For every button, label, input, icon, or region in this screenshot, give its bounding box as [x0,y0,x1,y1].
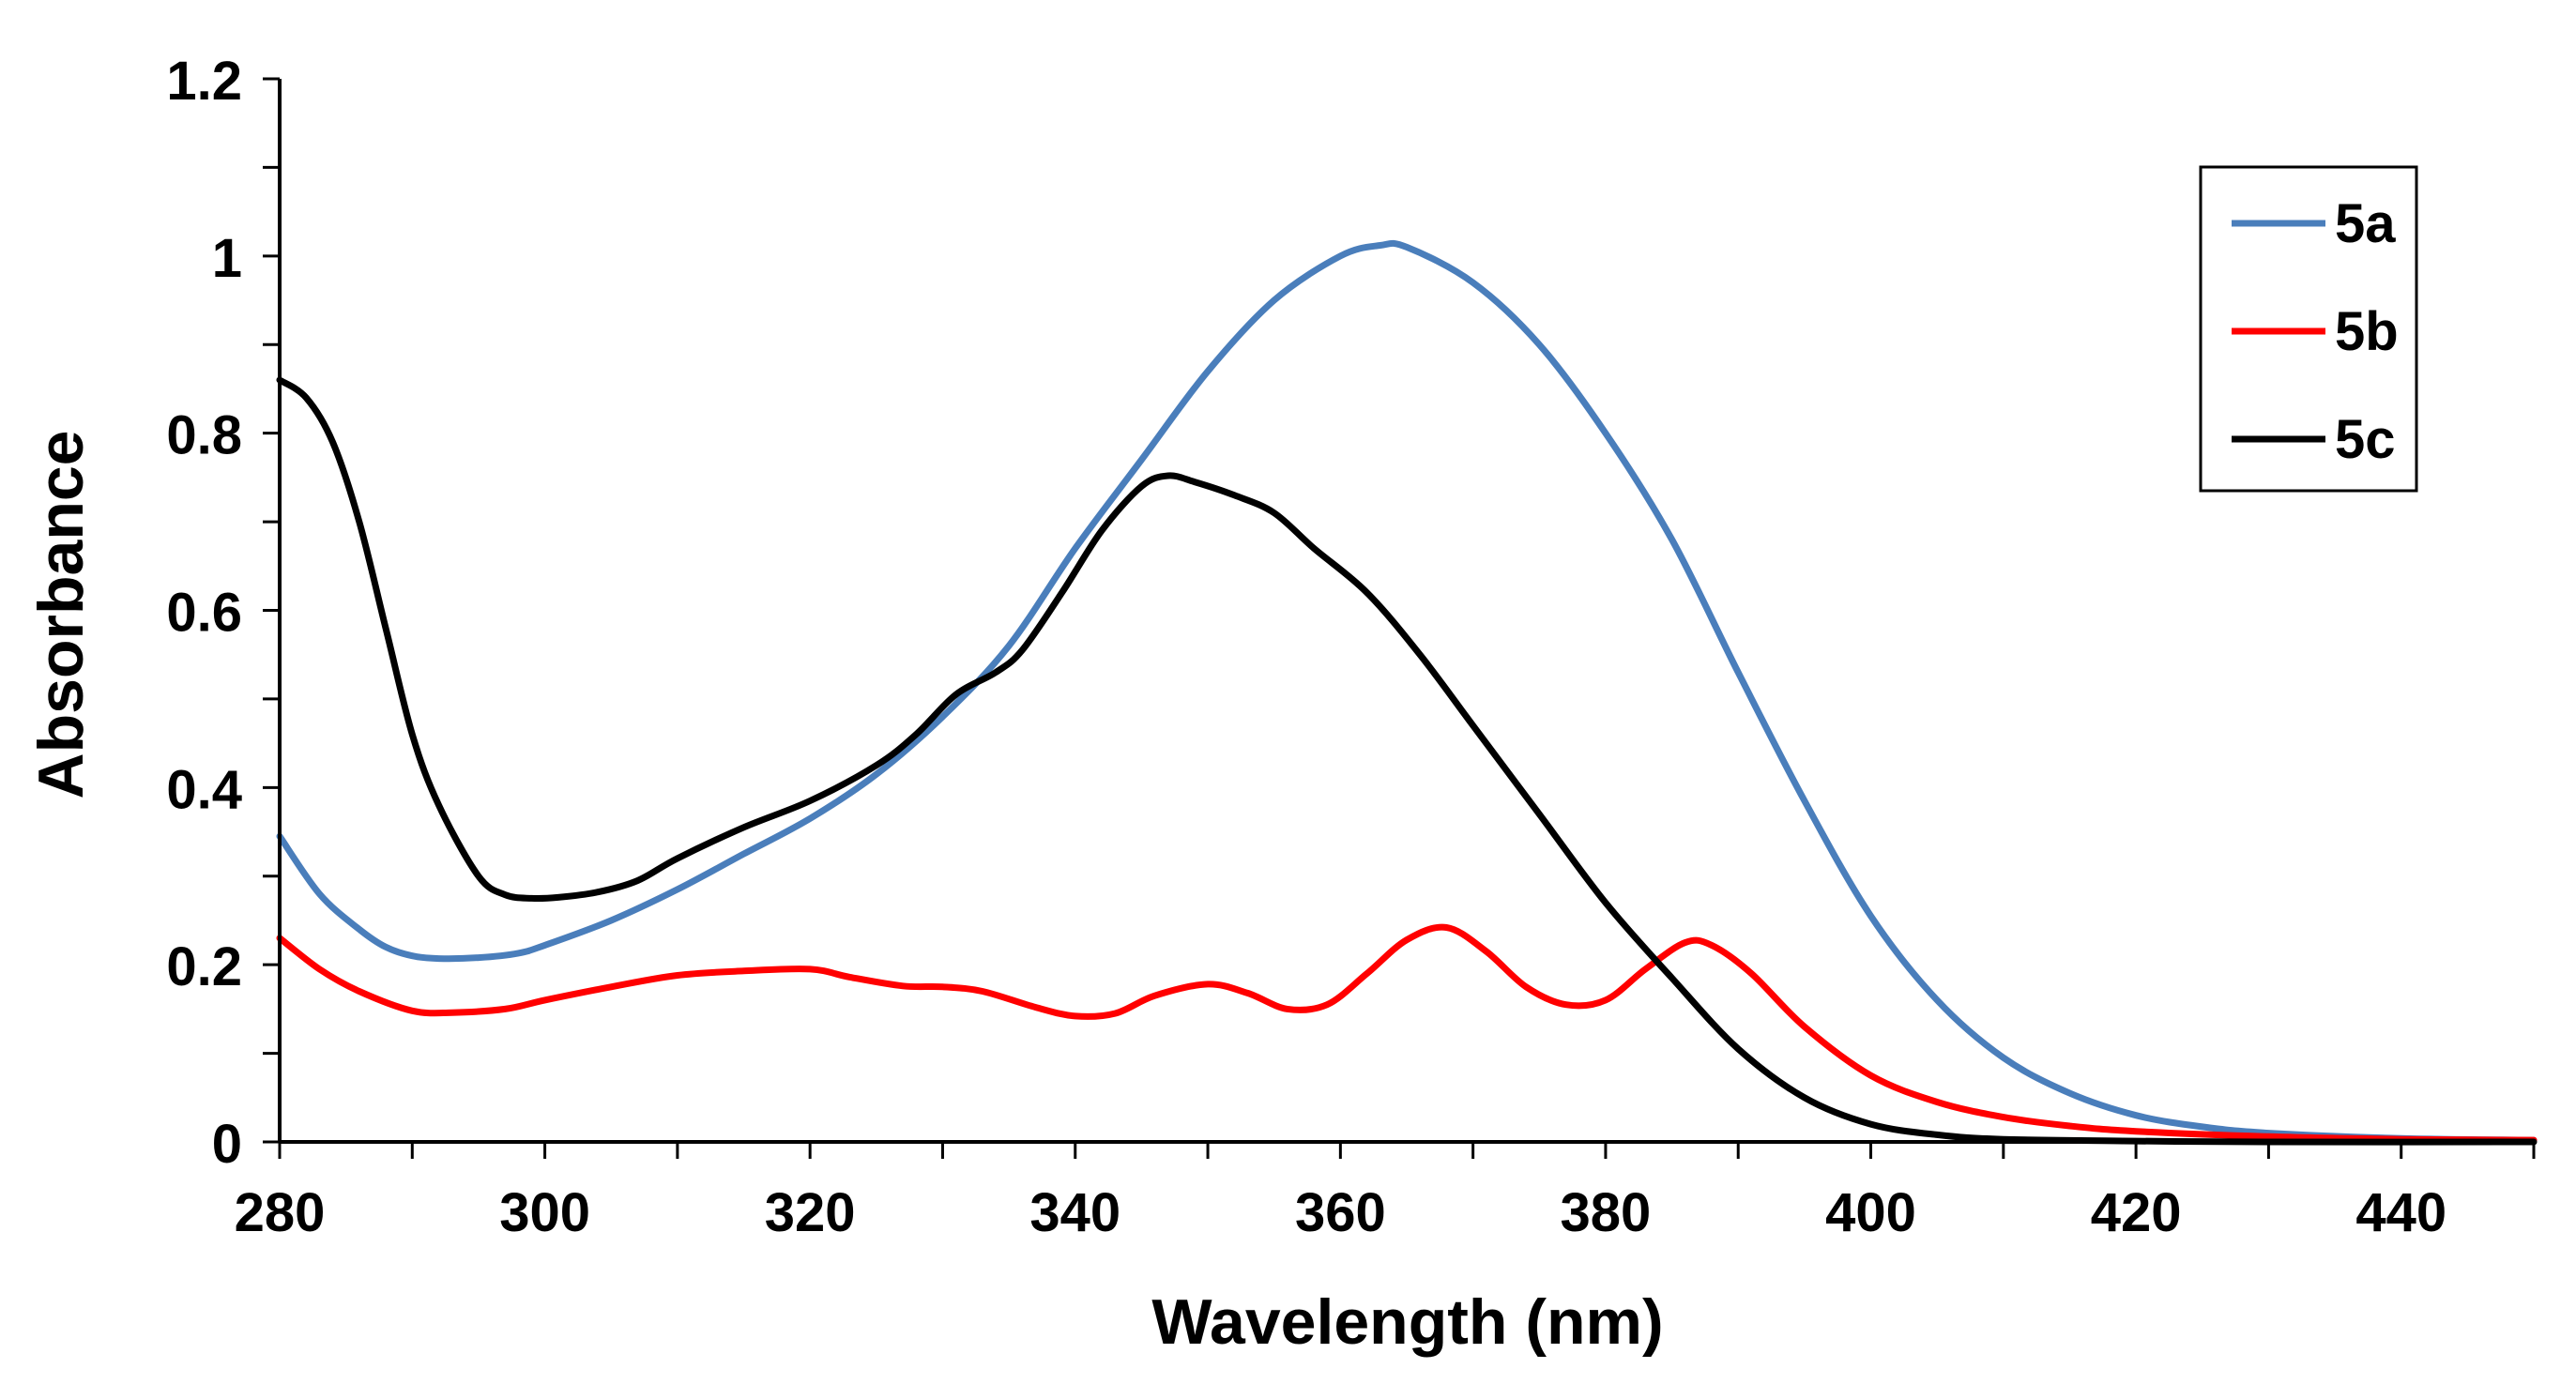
x-tick-label: 380 [1561,1182,1652,1243]
x-tick-label: 360 [1295,1182,1386,1243]
y-tick-label: 0.4 [166,759,242,820]
x-axis-title: Wavelength (nm) [1151,1286,1663,1358]
y-tick-label: 1 [212,228,242,289]
chart-background [0,0,2576,1399]
legend-label-5b: 5b [2335,301,2399,362]
y-tick-label: 1.2 [166,51,242,112]
y-tick-label: 0.8 [166,405,242,466]
x-tick-label: 320 [765,1182,856,1243]
x-tick-label: 340 [1029,1182,1120,1243]
legend-label-5a: 5a [2335,193,2396,254]
absorbance-chart: 0 0.2 0.4 0.6 0.8 1 1.2 280 300 320 340 360 380 400 4… [0,0,2576,1399]
legend: 5a 5b 5c [2201,167,2416,491]
y-axis-title: Absorbance [25,431,97,799]
y-tick-label: 0 [212,1114,242,1175]
y-tick-label: 0.6 [166,583,242,644]
x-tick-label: 280 [235,1182,326,1243]
x-tick-label: 300 [499,1182,590,1243]
x-tick-label: 420 [2091,1182,2182,1243]
x-tick-label: 400 [1825,1182,1916,1243]
x-tick-label: 440 [2355,1182,2446,1243]
y-tick-label: 0.2 [166,936,242,997]
legend-label-5c: 5c [2335,409,2396,470]
